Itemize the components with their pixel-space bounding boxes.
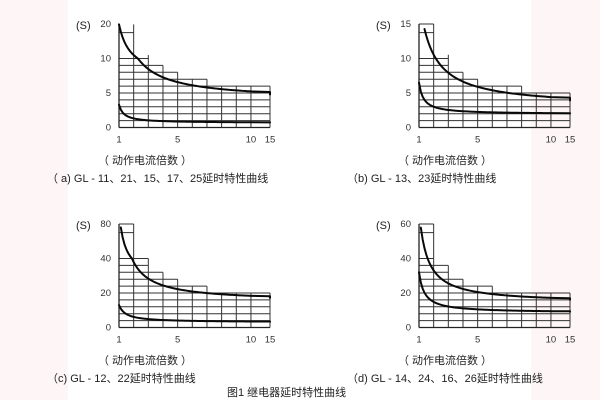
svg-text:5: 5 (106, 88, 111, 99)
svg-text:10: 10 (100, 54, 111, 65)
svg-text:15: 15 (565, 135, 576, 146)
svg-text:1: 1 (416, 335, 421, 346)
svg-text:5: 5 (475, 135, 480, 146)
svg-text:10: 10 (400, 54, 411, 65)
svg-text:10: 10 (546, 335, 557, 346)
svg-text:1: 1 (416, 135, 421, 146)
svg-text:20: 20 (100, 19, 111, 30)
svg-text:60: 60 (400, 219, 411, 230)
svg-text:10: 10 (246, 335, 257, 346)
svg-text:20: 20 (100, 288, 111, 299)
svg-text:0: 0 (106, 123, 111, 134)
svg-text:0: 0 (106, 323, 111, 334)
svg-text:1: 1 (116, 135, 121, 146)
svg-text:10: 10 (246, 135, 257, 146)
svg-text:5: 5 (406, 88, 411, 99)
svg-text:15: 15 (565, 335, 576, 346)
svg-text:5: 5 (175, 135, 180, 146)
svg-text:5: 5 (175, 335, 180, 346)
svg-text:0: 0 (406, 123, 411, 134)
svg-text:15: 15 (265, 135, 276, 146)
svg-text:0: 0 (406, 323, 411, 334)
svg-text:1: 1 (116, 335, 121, 346)
svg-text:15: 15 (265, 335, 276, 346)
svg-text:40: 40 (400, 254, 411, 265)
svg-text:10: 10 (546, 135, 557, 146)
svg-text:5: 5 (475, 335, 480, 346)
svg-text:80: 80 (100, 219, 111, 230)
svg-text:15: 15 (400, 19, 411, 30)
svg-text:20: 20 (400, 288, 411, 299)
svg-text:40: 40 (100, 254, 111, 265)
